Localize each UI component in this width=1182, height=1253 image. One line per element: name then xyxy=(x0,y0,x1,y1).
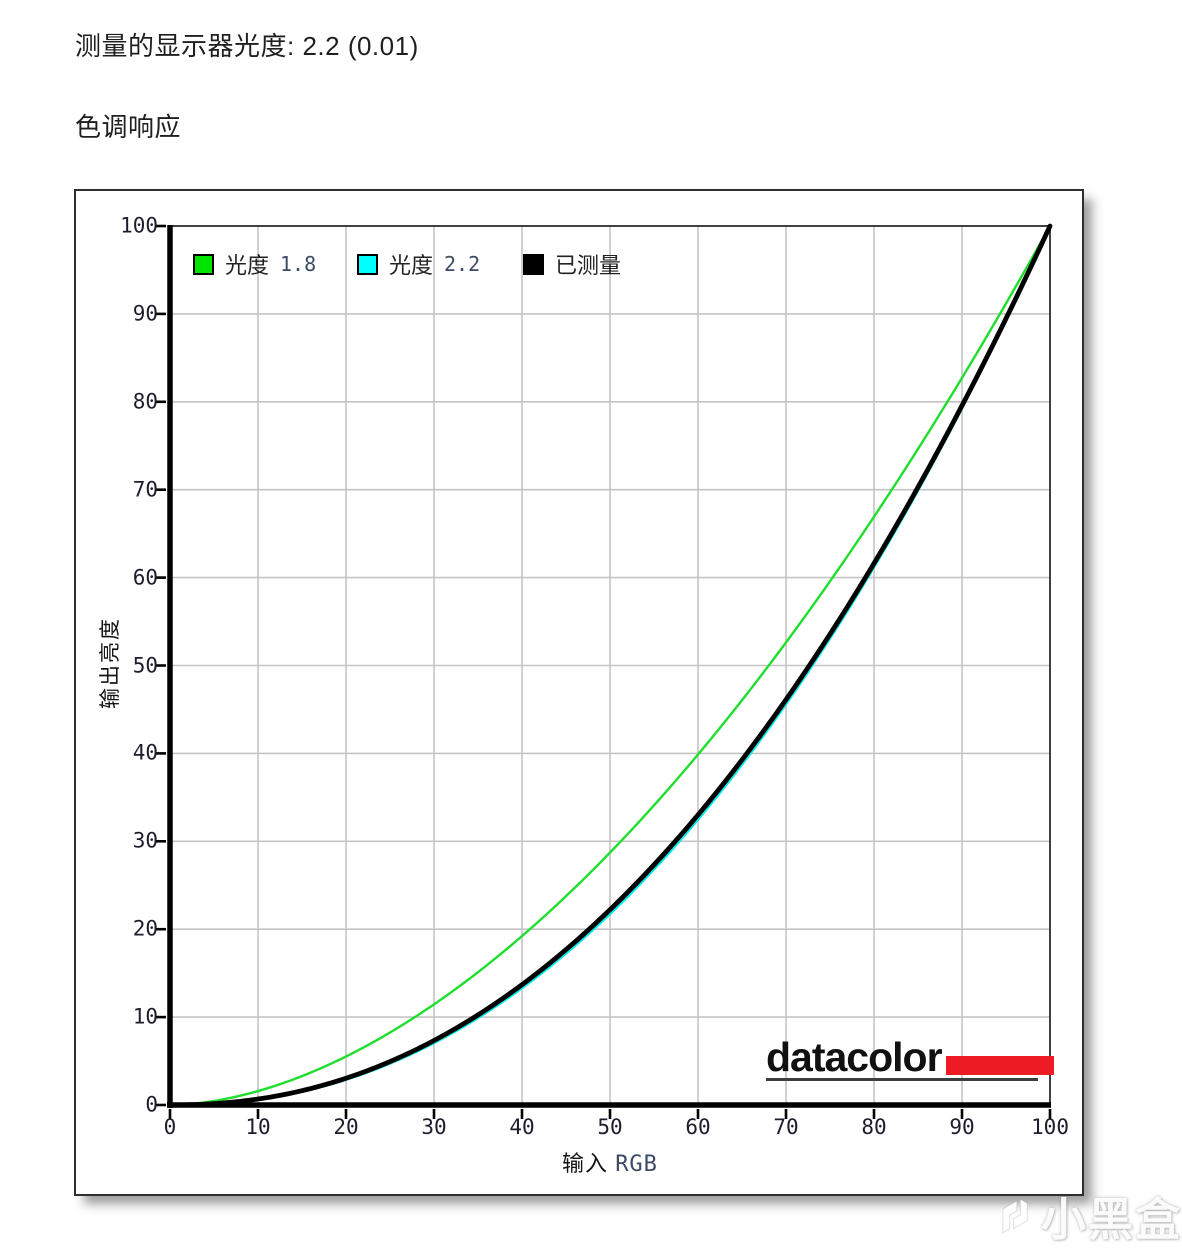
x-axis-title-cn: 输入 xyxy=(562,1151,609,1176)
legend-item-gamma-2-2: 光度 2.2 xyxy=(357,251,481,278)
page-title: 测量的显示器光度: 2.2 (0.01) xyxy=(75,31,419,61)
x-tick-label: 50 xyxy=(597,1115,623,1139)
datacolor-logo-text: datacolor xyxy=(766,1034,943,1080)
x-tick-label: 10 xyxy=(245,1115,271,1139)
x-axis-title: 输入 RGB xyxy=(170,1146,1050,1178)
x-tick-label: 0 xyxy=(163,1115,177,1139)
plot-area xyxy=(156,223,1053,1119)
y-tick-label: 60 xyxy=(132,565,158,590)
legend-value: 1.8 xyxy=(280,252,317,276)
x-axis-title-code: RGB xyxy=(615,1152,658,1177)
y-tick-label: 0 xyxy=(145,1092,158,1117)
x-tick-label: 60 xyxy=(685,1115,711,1139)
x-tick-label: 80 xyxy=(861,1115,887,1139)
legend-swatch-cyan xyxy=(357,253,378,275)
x-tick-label: 70 xyxy=(773,1115,799,1139)
y-tick-label: 10 xyxy=(132,1004,158,1029)
curve-measured xyxy=(167,223,1053,1108)
datacolor-logo-red-bar xyxy=(945,1055,1054,1075)
curve-gamma-1.8 xyxy=(168,224,1052,1107)
datacolor-logo-underline xyxy=(766,1077,1038,1081)
y-tick-label: 80 xyxy=(132,389,158,414)
datacolor-logo-row: datacolor xyxy=(766,1034,1114,1080)
legend-item-gamma-1-8: 光度 1.8 xyxy=(193,251,317,278)
y-axis-title: 输出亮度 xyxy=(99,617,122,709)
section-heading: 色调响应 xyxy=(75,112,182,142)
datacolor-logo: datacolor xyxy=(766,1034,1114,1081)
legend-label: 已测量 xyxy=(555,253,622,278)
x-tick-label: 100 xyxy=(1031,1115,1069,1139)
y-tick-label: 90 xyxy=(132,301,158,326)
x-tick-label: 20 xyxy=(333,1115,359,1139)
y-tick-label: 70 xyxy=(132,477,158,502)
y-tick-label: 50 xyxy=(132,653,158,677)
tone-response-chart: 0 10 20 30 40 50 60 70 80 90 100 0 10 20 30 40 50 60 70 80… xyxy=(74,189,1084,1196)
legend-label: 光度 xyxy=(389,253,434,278)
legend-item-measured: 已测量 xyxy=(523,251,632,278)
x-tick-label: 40 xyxy=(509,1115,535,1139)
y-tick-label: 30 xyxy=(132,828,158,853)
y-tick-label: 20 xyxy=(132,916,158,941)
y-tick-label: 100 xyxy=(120,213,158,238)
legend-swatch-green xyxy=(193,253,214,275)
legend-label: 光度 xyxy=(225,253,270,278)
y-tick-label: 40 xyxy=(132,740,158,765)
x-tick-label: 90 xyxy=(949,1115,975,1139)
x-tick-label: 30 xyxy=(421,1115,447,1139)
legend-value: 2.2 xyxy=(444,252,481,276)
legend-swatch-black xyxy=(523,253,544,275)
